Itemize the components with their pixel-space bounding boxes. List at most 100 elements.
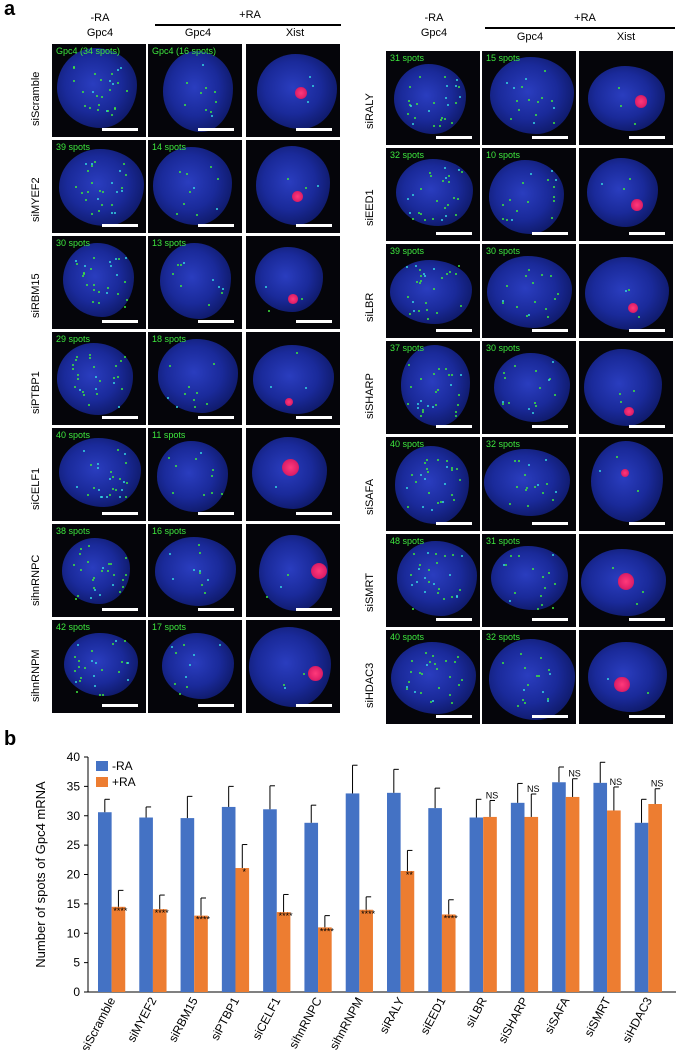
rna-spot xyxy=(540,657,543,660)
rna-spot xyxy=(445,460,448,463)
rna-spot xyxy=(419,187,422,190)
rna-spot xyxy=(76,378,79,381)
rna-spot xyxy=(445,176,448,179)
rna-spot xyxy=(96,109,99,112)
rna-spot xyxy=(515,209,518,212)
nucleus-stain xyxy=(157,339,239,413)
micrograph-tile xyxy=(246,620,340,713)
rna-spot xyxy=(527,99,530,102)
significance-label: **** xyxy=(113,906,128,916)
rna-spot xyxy=(440,276,443,279)
rna-spot xyxy=(521,181,524,184)
nucleus-stain xyxy=(63,632,138,697)
rna-spot xyxy=(414,264,417,267)
rna-spot xyxy=(85,199,88,202)
rna-spot xyxy=(450,467,453,470)
rna-spot xyxy=(506,219,509,222)
rna-spot xyxy=(118,406,121,409)
rna-spot xyxy=(432,267,435,270)
rna-spot xyxy=(186,172,189,175)
rna-spot xyxy=(415,102,418,105)
nucleus-stain xyxy=(62,242,135,318)
rna-spot xyxy=(552,200,555,203)
rna-spot xyxy=(435,561,438,564)
rna-spot xyxy=(428,171,431,174)
rna-spot xyxy=(546,178,549,181)
scale-bar xyxy=(198,320,234,323)
xist-cloud xyxy=(614,676,630,693)
rna-spot xyxy=(536,100,539,103)
rna-spot xyxy=(428,110,431,112)
micrograph-tile: 31 spots xyxy=(482,533,576,627)
rna-spot xyxy=(426,317,429,320)
rna-spot xyxy=(220,291,223,294)
rna-spot xyxy=(221,492,224,495)
category-label: siRBM15 xyxy=(166,995,201,1045)
rna-spot xyxy=(433,583,436,586)
rna-spot xyxy=(551,607,554,610)
rna-spot xyxy=(636,603,639,606)
rna-spot xyxy=(97,209,100,212)
rna-spot xyxy=(532,567,535,570)
left-header-xist: Xist xyxy=(285,27,305,39)
nucleus-stain xyxy=(489,638,576,720)
significance-label: **** xyxy=(444,913,459,923)
rna-spot xyxy=(599,470,602,473)
rna-spot xyxy=(434,403,437,406)
micrograph-tile xyxy=(579,51,673,145)
spot-count-label: 42 spots xyxy=(56,622,91,632)
rna-spot xyxy=(501,217,504,220)
nucleus-stain xyxy=(59,148,145,226)
rna-spot xyxy=(436,668,439,671)
scale-bar xyxy=(629,232,665,235)
rna-spot xyxy=(425,652,428,655)
rna-spot xyxy=(183,393,186,396)
rna-spot xyxy=(409,573,412,576)
rna-spot xyxy=(451,701,454,704)
rna-spot xyxy=(87,544,90,547)
rna-spot xyxy=(452,498,455,501)
scale-bar xyxy=(296,608,332,611)
rna-spot xyxy=(97,462,100,465)
rna-spot xyxy=(192,399,195,402)
rna-spot xyxy=(538,386,541,389)
rna-spot xyxy=(412,553,415,556)
rna-spot xyxy=(98,693,101,696)
rna-spot xyxy=(434,663,437,666)
rna-spot xyxy=(80,677,83,680)
micrograph-tile: 14 spots xyxy=(148,140,242,233)
rna-spot xyxy=(121,586,124,589)
rna-spot xyxy=(502,401,505,404)
rna-spot xyxy=(124,461,127,464)
rna-spot xyxy=(531,412,534,415)
rna-spot xyxy=(509,503,512,506)
nucleus-stain xyxy=(395,158,474,227)
rna-spot xyxy=(113,212,116,215)
rna-spot xyxy=(109,471,112,474)
rna-spot xyxy=(516,704,519,707)
rna-spot xyxy=(194,405,197,408)
micrograph-tile: 32 spots xyxy=(482,437,576,531)
nucleus-stain xyxy=(483,449,570,517)
rna-spot xyxy=(266,596,269,599)
legend-swatch xyxy=(96,777,108,787)
rna-spot xyxy=(460,305,463,308)
rna-spot xyxy=(125,256,128,259)
right-header-line xyxy=(485,27,675,29)
rna-spot xyxy=(306,100,309,103)
rna-spot xyxy=(439,124,442,127)
rna-spot xyxy=(409,85,412,88)
left-header-plus-gpc4: Gpc4 xyxy=(184,27,212,39)
rna-spot xyxy=(502,301,505,304)
rna-spot xyxy=(97,290,100,293)
y-tick-label: 20 xyxy=(67,868,81,882)
scale-bar xyxy=(532,328,568,332)
y-tick-label: 10 xyxy=(67,926,81,940)
rna-spot xyxy=(93,366,96,369)
rna-spot xyxy=(74,385,77,388)
rna-spot xyxy=(518,554,521,557)
rna-spot xyxy=(455,595,458,598)
right-header-minus-gpc4: Gpc4 xyxy=(420,27,448,39)
rna-spot xyxy=(123,640,126,643)
rna-spot xyxy=(548,572,551,575)
